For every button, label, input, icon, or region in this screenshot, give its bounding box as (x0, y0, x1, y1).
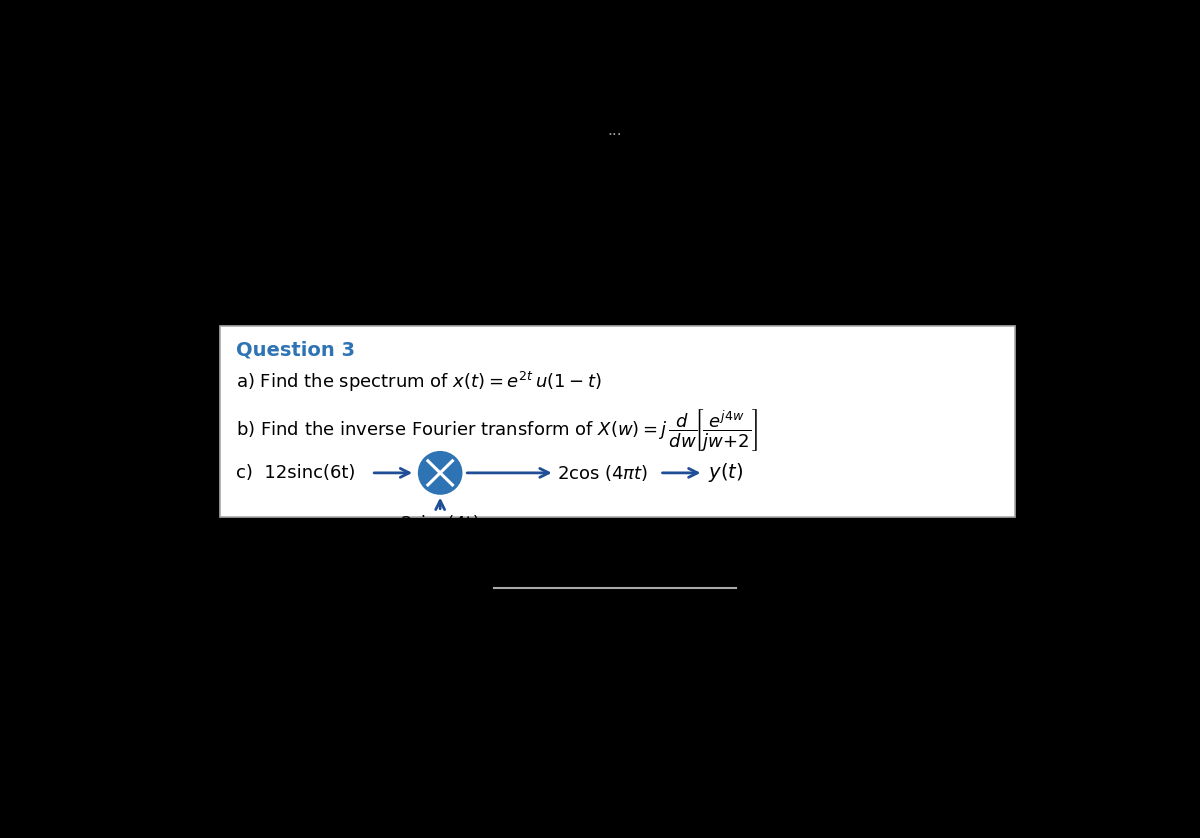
Text: ...: ... (607, 123, 623, 138)
Text: c)  12sinc(6t): c) 12sinc(6t) (236, 464, 356, 482)
Text: 2sinc(4t): 2sinc(4t) (401, 515, 480, 533)
Text: 2cos $(4\pi t)$: 2cos $(4\pi t)$ (557, 463, 649, 483)
Text: Question 3: Question 3 (236, 340, 355, 360)
Text: b) Find the inverse Fourier transform of $X(w) = j\,\dfrac{d}{dw}\!\left[\dfrac{: b) Find the inverse Fourier transform of… (236, 407, 758, 453)
Text: a) Find the spectrum of $x(t) = e^{2t}\,u(1 - t)$: a) Find the spectrum of $x(t) = e^{2t}\,… (236, 370, 602, 395)
FancyBboxPatch shape (220, 327, 1015, 517)
Text: $y(t)$: $y(t)$ (708, 462, 743, 484)
Ellipse shape (418, 451, 462, 494)
